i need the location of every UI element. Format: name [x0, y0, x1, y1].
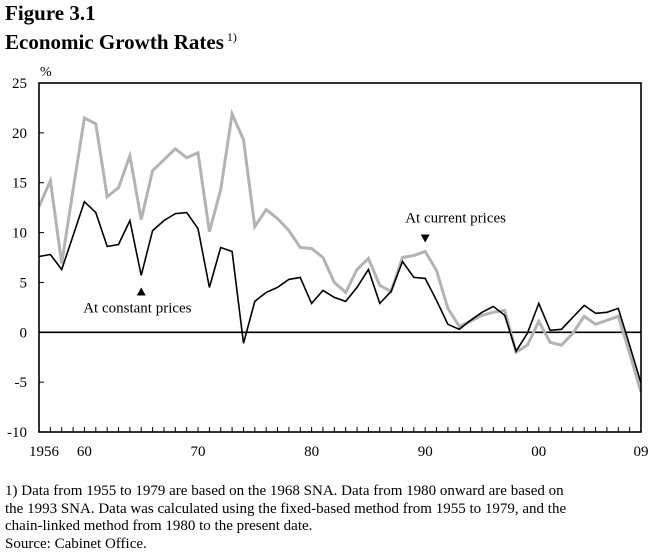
y-tick-label: 20	[12, 126, 27, 142]
y-tick-label: 0	[20, 325, 28, 341]
x-tick-label: 60	[77, 444, 92, 460]
footnote-line: the 1993 SNA. Data was calculated using …	[5, 500, 567, 517]
annotation-current-prices: At current prices	[405, 211, 506, 227]
footnote: 1) Data from 1955 to 1979 are based on t…	[5, 483, 650, 553]
figure-title: Economic Growth Rates 1)	[5, 25, 237, 54]
y-tick-label: 15	[12, 176, 27, 192]
figure-title-text: Economic Growth Rates	[5, 30, 224, 54]
x-axis: 1956 60 70 80 90 00 09	[29, 427, 649, 460]
y-axis-unit-label: %	[40, 65, 52, 80]
figure-number: Figure 3.1	[5, 1, 96, 25]
annotation-constant-prices: At constant prices	[83, 300, 191, 316]
y-tick-label: 5	[20, 275, 28, 291]
footnote-line: chain-linked method from 1980 to the pre…	[5, 518, 313, 534]
figure-title-block: Figure 3.1 Economic Growth Rates 1)	[5, 1, 237, 54]
y-tick-label: -10	[7, 425, 27, 441]
series-line-constant-prices	[38, 200, 642, 384]
source-line: Source: Cabinet Office.	[5, 535, 147, 552]
annotations: At current prices At constant prices	[83, 211, 506, 317]
x-tick-label: 90	[418, 444, 433, 460]
x-tick-label: 09	[634, 444, 649, 460]
footnote-line: 1) Data from 1955 to 1979 are based on t…	[5, 483, 564, 499]
x-tick-label: 80	[304, 444, 319, 460]
x-tick-label: 00	[531, 444, 546, 460]
y-tick-label: 25	[12, 76, 27, 92]
y-tick-label: -5	[15, 375, 28, 391]
series-line-current-prices	[37, 108, 643, 393]
footnote-marker: 1)	[226, 30, 237, 44]
x-tick-label: 1956	[29, 444, 60, 460]
down-triangle-marker-icon	[420, 234, 430, 243]
plot-frame	[38, 82, 642, 433]
growth-rate-chart: 25 20 15 10 5 0 -5 -10 1956 60 70 80 90 00 09 At curr…	[7, 65, 649, 460]
y-tick-label: 10	[12, 226, 27, 242]
up-triangle-marker-icon	[136, 287, 146, 296]
x-tick-label: 70	[191, 444, 206, 460]
series-lines	[37, 108, 643, 393]
